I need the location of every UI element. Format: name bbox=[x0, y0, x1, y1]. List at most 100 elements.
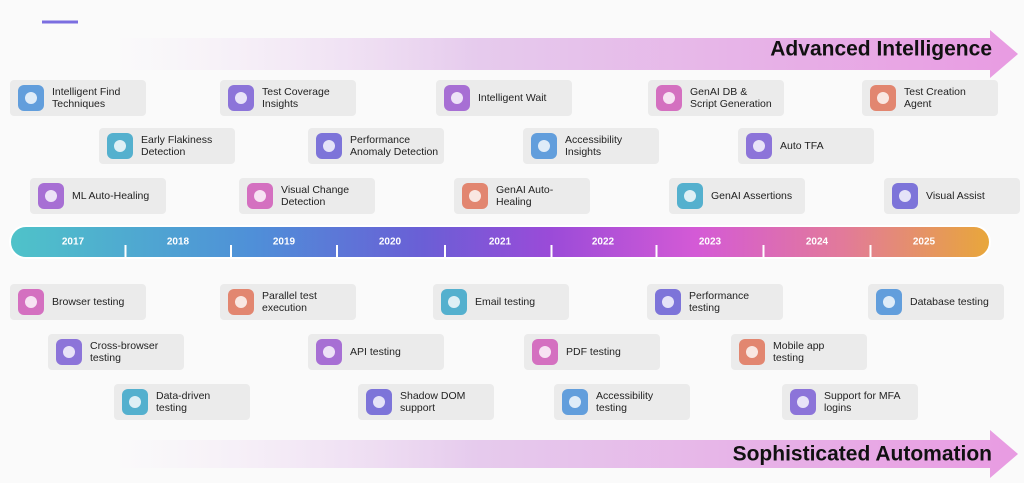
card bbox=[48, 334, 184, 370]
year-label: 2019 bbox=[273, 237, 296, 248]
card-label: Shadow DOM bbox=[400, 390, 465, 402]
card-label: Healing bbox=[496, 196, 532, 208]
card-label: Data-driven bbox=[156, 390, 210, 402]
card-label: Mobile app bbox=[773, 340, 825, 352]
card bbox=[868, 284, 1004, 320]
card bbox=[30, 178, 166, 214]
timeline-bar bbox=[9, 225, 991, 259]
card bbox=[523, 128, 659, 164]
card bbox=[648, 80, 784, 116]
card-icon-dot bbox=[254, 190, 266, 202]
card bbox=[239, 178, 375, 214]
card-label: Visual Change bbox=[281, 184, 349, 196]
card-icon-dot bbox=[235, 92, 247, 104]
year-label: 2025 bbox=[913, 237, 936, 248]
card-icon-dot bbox=[448, 296, 460, 308]
card-label: PDF testing bbox=[566, 346, 621, 358]
card bbox=[738, 128, 874, 164]
card-label: Performance bbox=[350, 134, 410, 146]
year-label: 2018 bbox=[167, 237, 190, 248]
card bbox=[433, 284, 569, 320]
card bbox=[308, 334, 444, 370]
card-icon-dot bbox=[753, 140, 765, 152]
card-label: Parallel test bbox=[262, 290, 317, 302]
card-label: Performance bbox=[689, 290, 749, 302]
card bbox=[114, 384, 250, 420]
card-icon-dot bbox=[538, 140, 550, 152]
card-icon-dot bbox=[323, 140, 335, 152]
card-icon-dot bbox=[323, 346, 335, 358]
card-label: Insights bbox=[262, 98, 298, 110]
card-label: Early Flakiness bbox=[141, 134, 212, 146]
card-label: Agent bbox=[904, 98, 932, 110]
card-label: Detection bbox=[281, 196, 326, 208]
card bbox=[358, 384, 494, 420]
footer-title: Sophisticated Automation bbox=[733, 443, 992, 466]
card bbox=[554, 384, 690, 420]
card-icon-dot bbox=[883, 296, 895, 308]
card-label: execution bbox=[262, 302, 307, 314]
card-label: ML Auto-Healing bbox=[72, 190, 149, 202]
card-label: API testing bbox=[350, 346, 401, 358]
card-label: testing bbox=[773, 352, 804, 364]
card-label: logins bbox=[824, 402, 851, 414]
card-label: Anomaly Detection bbox=[350, 146, 438, 158]
card-label: Test Coverage bbox=[262, 86, 330, 98]
year-label: 2022 bbox=[592, 237, 615, 248]
card-icon-dot bbox=[373, 396, 385, 408]
card-label: Intelligent Find bbox=[52, 86, 120, 98]
year-label: 2024 bbox=[806, 237, 829, 248]
card-label: testing bbox=[596, 402, 627, 414]
card-label: GenAI DB & bbox=[690, 86, 747, 98]
card bbox=[308, 128, 444, 164]
card-icon-dot bbox=[114, 140, 126, 152]
card bbox=[220, 284, 356, 320]
card-label: Support for MFA bbox=[824, 390, 900, 402]
card-label: testing bbox=[689, 302, 720, 314]
card-icon-dot bbox=[25, 92, 37, 104]
card-icon-dot bbox=[746, 346, 758, 358]
card bbox=[454, 178, 590, 214]
card-label: Browser testing bbox=[52, 296, 125, 308]
card-label: Email testing bbox=[475, 296, 535, 308]
year-label: 2020 bbox=[379, 237, 402, 248]
card-icon-dot bbox=[662, 296, 674, 308]
card-label: Accessibility bbox=[565, 134, 623, 146]
card bbox=[884, 178, 1020, 214]
card-label: Script Generation bbox=[690, 98, 772, 110]
card-icon-dot bbox=[235, 296, 247, 308]
card-label: GenAI Assertions bbox=[711, 190, 792, 202]
card-label: Techniques bbox=[52, 98, 105, 110]
card-label: Auto TFA bbox=[780, 140, 824, 152]
card-icon-dot bbox=[469, 190, 481, 202]
card-label: Insights bbox=[565, 146, 601, 158]
card bbox=[220, 80, 356, 116]
card-icon-dot bbox=[539, 346, 551, 358]
card bbox=[782, 384, 918, 420]
year-label: 2021 bbox=[489, 237, 512, 248]
card-icon-dot bbox=[877, 92, 889, 104]
card-label: testing bbox=[156, 402, 187, 414]
card bbox=[10, 284, 146, 320]
card-icon-dot bbox=[451, 92, 463, 104]
card bbox=[647, 284, 783, 320]
card-label: support bbox=[400, 402, 435, 414]
card bbox=[436, 80, 572, 116]
card bbox=[524, 334, 660, 370]
card-icon-dot bbox=[797, 396, 809, 408]
content: 2017 2018 2019 2020 2021 2022 2023 2024 2025 Inte… bbox=[10, 80, 1020, 420]
year-label: 2017 bbox=[62, 237, 85, 248]
card-icon-dot bbox=[63, 346, 75, 358]
card-label: Database testing bbox=[910, 296, 989, 308]
card-icon-dot bbox=[45, 190, 57, 202]
header-title: Advanced Intelligence bbox=[770, 38, 992, 61]
card-icon-dot bbox=[129, 396, 141, 408]
top-arrow bbox=[110, 30, 1018, 78]
card-label: testing bbox=[90, 352, 121, 364]
bottom-arrow bbox=[110, 430, 1018, 478]
card-icon-dot bbox=[569, 396, 581, 408]
card-icon-dot bbox=[663, 92, 675, 104]
card-icon-dot bbox=[899, 190, 911, 202]
card bbox=[99, 128, 235, 164]
